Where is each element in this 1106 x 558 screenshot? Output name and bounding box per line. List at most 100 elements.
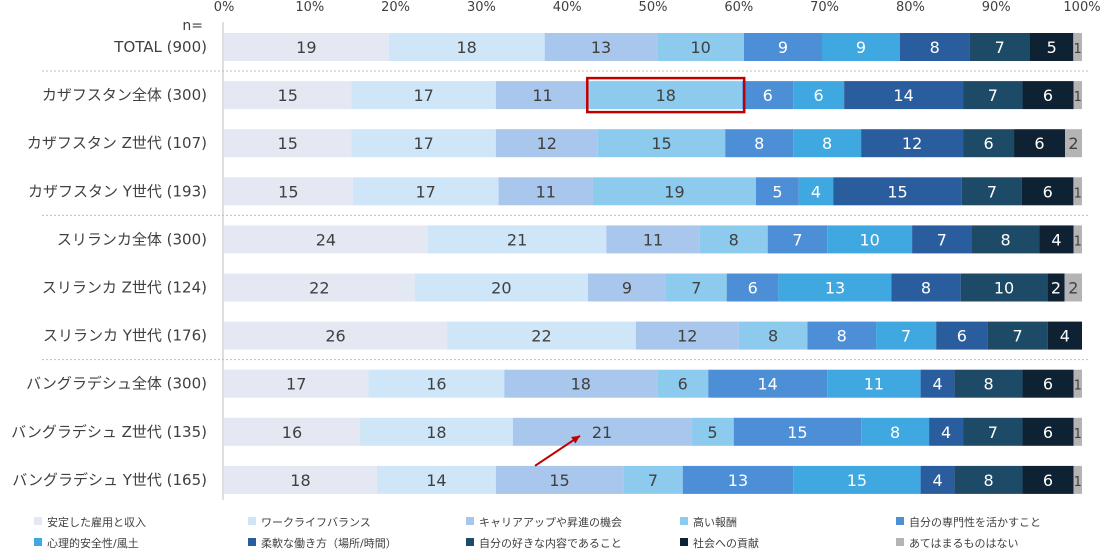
bar-segment xyxy=(504,369,658,398)
x-tick-label: 90% xyxy=(982,0,1011,15)
data-label: 8 xyxy=(768,327,778,346)
bar-segment xyxy=(1047,321,1082,350)
legend-swatch xyxy=(466,538,474,546)
x-tick-label: 30% xyxy=(467,0,496,15)
data-label: 2 xyxy=(1051,279,1061,298)
data-label: 6 xyxy=(1034,134,1044,153)
data-label: 18 xyxy=(456,38,476,57)
bar-segment xyxy=(666,273,727,302)
legend-swatch xyxy=(34,538,42,546)
data-label: 7 xyxy=(1013,327,1023,346)
bar-segment xyxy=(900,33,970,61)
legend-label: 心理的安全性/風土 xyxy=(47,536,139,550)
bar-segment xyxy=(1022,369,1074,398)
bar-segment xyxy=(876,321,937,350)
data-label: 16 xyxy=(426,375,446,394)
category-label: スリランカ Z世代 (124) xyxy=(42,279,207,297)
x-tick-label: 40% xyxy=(553,0,582,15)
bar-segment xyxy=(1030,33,1074,61)
legend-swatch xyxy=(896,538,904,546)
data-label: 14 xyxy=(426,471,446,490)
x-tick-label: 80% xyxy=(896,0,925,15)
data-label: 11 xyxy=(864,375,884,394)
bar-segment xyxy=(861,417,930,446)
bar-segment xyxy=(498,177,593,206)
category-label: カザフスタン Z世代 (107) xyxy=(27,134,207,152)
data-label: 8 xyxy=(754,134,764,153)
bar-segment xyxy=(414,273,588,302)
bar-segment xyxy=(793,129,862,158)
bar-segment xyxy=(224,273,415,302)
bar-segment xyxy=(1047,273,1065,302)
bar-segment xyxy=(544,33,658,61)
category-label: カザフスタン Y世代 (193) xyxy=(28,182,207,200)
legend-swatch xyxy=(248,538,256,546)
bar-segment xyxy=(1073,465,1082,494)
data-label: 16 xyxy=(282,423,302,442)
bar-segment xyxy=(960,273,1048,302)
bar-segment xyxy=(778,273,892,302)
data-label: 11 xyxy=(532,86,552,105)
bar-segment xyxy=(954,465,1023,494)
bar-segment xyxy=(822,33,900,61)
data-label: 7 xyxy=(988,423,998,442)
data-label: 10 xyxy=(859,230,879,249)
data-label: 8 xyxy=(1000,230,1010,249)
legend-label: 自分の専門性を活かすこと xyxy=(909,515,1041,529)
data-label: 17 xyxy=(415,182,435,201)
data-label: 2 xyxy=(1068,279,1078,298)
bar-segment xyxy=(861,129,964,158)
data-label: 1 xyxy=(1074,475,1082,490)
data-label: 9 xyxy=(856,38,866,57)
highlight-box xyxy=(586,76,746,114)
data-label: 7 xyxy=(987,182,997,201)
bar-segment xyxy=(376,465,496,494)
data-label: 19 xyxy=(296,38,316,57)
category-label: バングラデシュ全体 (300) xyxy=(26,375,207,393)
data-label: 6 xyxy=(1043,182,1053,201)
data-label: 1 xyxy=(1074,427,1082,442)
data-label: 6 xyxy=(678,375,688,394)
x-tick-label: 100% xyxy=(1063,0,1100,15)
bar-segment xyxy=(224,81,352,110)
data-label: 1 xyxy=(1074,42,1082,57)
data-label: 8 xyxy=(837,327,847,346)
data-label: 9 xyxy=(622,279,632,298)
bar-segment xyxy=(224,177,353,206)
bar-segment xyxy=(844,81,964,110)
bar-segment xyxy=(744,33,822,61)
bar-segment xyxy=(1014,129,1066,158)
bar-segment xyxy=(725,129,794,158)
bar-segment xyxy=(963,417,1023,446)
bar-segment xyxy=(1064,273,1082,302)
data-label: 5 xyxy=(772,182,782,201)
data-label: 7 xyxy=(648,471,658,490)
bar-segment xyxy=(767,225,828,254)
data-label: 14 xyxy=(893,86,913,105)
data-label: 6 xyxy=(763,86,773,105)
category-label: カザフスタン全体 (300) xyxy=(42,86,207,104)
data-label: 11 xyxy=(643,230,663,249)
data-label: 4 xyxy=(1051,230,1061,249)
bar-segment xyxy=(969,33,1030,61)
bar-segment xyxy=(755,177,799,206)
n-label: n= xyxy=(182,18,203,34)
bar-segment xyxy=(447,321,636,350)
bar-segment xyxy=(224,465,377,494)
bar-segment xyxy=(1073,417,1082,446)
data-label: 7 xyxy=(691,279,701,298)
bar-segment xyxy=(793,81,845,110)
data-label: 6 xyxy=(814,86,824,105)
bar-segment xyxy=(1073,81,1082,110)
bar-segment xyxy=(1021,177,1074,206)
data-label: 4 xyxy=(811,182,821,201)
bar-segment xyxy=(1073,33,1082,61)
bar-segment xyxy=(635,321,739,350)
data-label: 1 xyxy=(1074,379,1082,394)
bar-segment xyxy=(588,273,666,302)
legend-swatch xyxy=(896,517,904,525)
data-label: 5 xyxy=(707,423,717,442)
bar-segment xyxy=(495,465,624,494)
